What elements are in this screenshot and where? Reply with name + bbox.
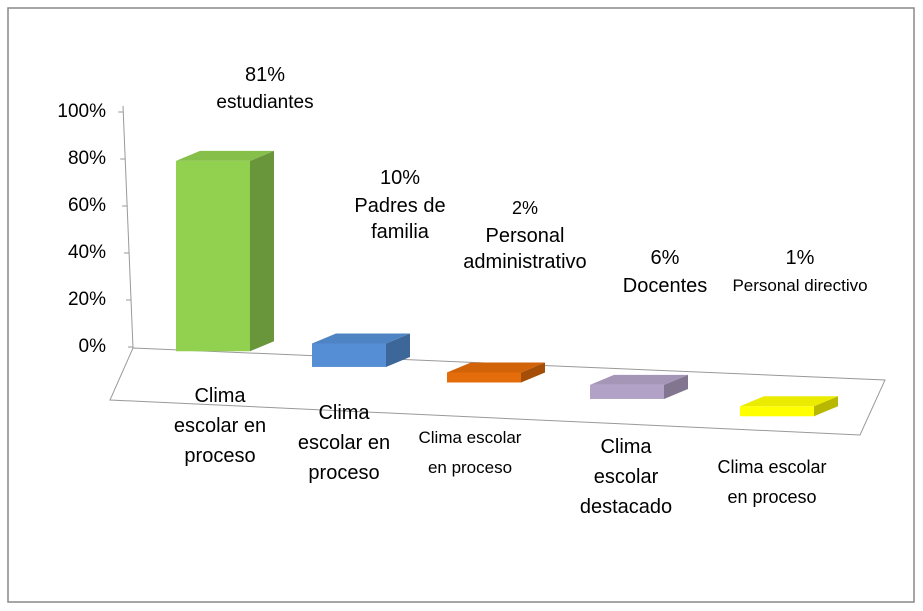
data-label: 10% [379, 167, 421, 189]
chart-border [7, 7, 915, 603]
bar [740, 406, 814, 417]
x-tick-label: Clima escolar en proceso [418, 428, 522, 477]
bar-top [590, 374, 688, 385]
series-label: Docentes [622, 275, 708, 297]
data-label: 1% [785, 247, 815, 269]
bar-side [386, 333, 410, 367]
series-label: Personal administrativo [463, 225, 587, 273]
series-label: Padres de familia [354, 195, 446, 243]
series-label: estudiantes [216, 92, 314, 113]
data-label: 81% [244, 64, 286, 86]
y-axis [122, 105, 134, 349]
y-tick-label: 60% [68, 195, 106, 216]
x-tick-label: Clima escolar destacado [579, 436, 673, 518]
bar [590, 384, 664, 399]
bar-top [740, 396, 838, 407]
series-label: Personal directivo [732, 276, 868, 295]
data-label: 2% [511, 198, 538, 218]
y-tick-label: 20% [68, 289, 106, 310]
bar-top [176, 150, 274, 161]
bar-top [447, 362, 545, 373]
bar-side [664, 374, 688, 399]
x-tick-label: Clima escolar en proceso [717, 457, 827, 507]
x-tick-label: Clima escolar en proceso [173, 385, 267, 467]
y-tick-label: 40% [68, 242, 106, 263]
bar-side [814, 396, 838, 417]
bar [176, 160, 250, 352]
y-tick-label: 100% [57, 101, 106, 122]
x-tick-label: Clima escolar en proceso [297, 402, 391, 484]
y-tick-label: 80% [68, 148, 106, 169]
data-label: 6% [650, 247, 680, 269]
y-tick-label: 0% [79, 336, 107, 357]
bar-side [250, 150, 274, 352]
bar [312, 343, 386, 367]
floor [109, 347, 886, 436]
bar-top [312, 333, 410, 344]
bar [447, 372, 521, 383]
bar-side [521, 362, 545, 383]
